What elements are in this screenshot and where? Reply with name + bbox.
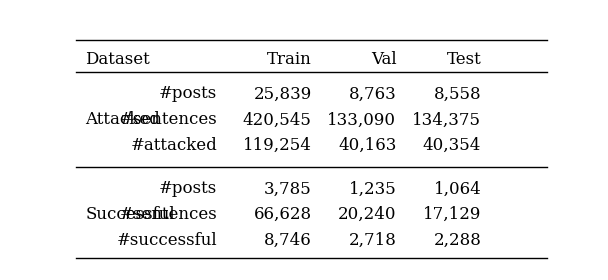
Text: Test: Test <box>446 51 482 68</box>
Text: 17,129: 17,129 <box>423 206 482 223</box>
Text: 40,163: 40,163 <box>338 137 396 154</box>
Text: 420,545: 420,545 <box>243 111 311 128</box>
Text: 66,628: 66,628 <box>254 206 311 223</box>
Text: 2,288: 2,288 <box>434 232 482 249</box>
Text: #successful: #successful <box>117 232 218 249</box>
Text: 25,839: 25,839 <box>254 85 311 102</box>
Text: 40,354: 40,354 <box>423 137 482 154</box>
Text: 119,254: 119,254 <box>243 137 311 154</box>
Text: Dataset: Dataset <box>85 51 150 68</box>
Text: 134,375: 134,375 <box>412 111 482 128</box>
Text: #attacked: #attacked <box>131 137 218 154</box>
Text: 2,718: 2,718 <box>348 232 396 249</box>
Text: Val: Val <box>371 51 396 68</box>
Text: 8,746: 8,746 <box>264 232 311 249</box>
Text: 8,763: 8,763 <box>348 85 396 102</box>
Text: #sentences: #sentences <box>120 206 218 223</box>
Text: #posts: #posts <box>159 180 218 197</box>
Text: Attacked: Attacked <box>85 111 160 128</box>
Text: #posts: #posts <box>159 85 218 102</box>
Text: 8,558: 8,558 <box>434 85 482 102</box>
Text: 3,785: 3,785 <box>264 180 311 197</box>
Text: Successful: Successful <box>85 206 175 223</box>
Text: 1,064: 1,064 <box>434 180 482 197</box>
Text: Train: Train <box>267 51 311 68</box>
Text: 20,240: 20,240 <box>338 206 396 223</box>
Text: 1,235: 1,235 <box>348 180 396 197</box>
Text: #sentences: #sentences <box>120 111 218 128</box>
Text: 133,090: 133,090 <box>328 111 396 128</box>
